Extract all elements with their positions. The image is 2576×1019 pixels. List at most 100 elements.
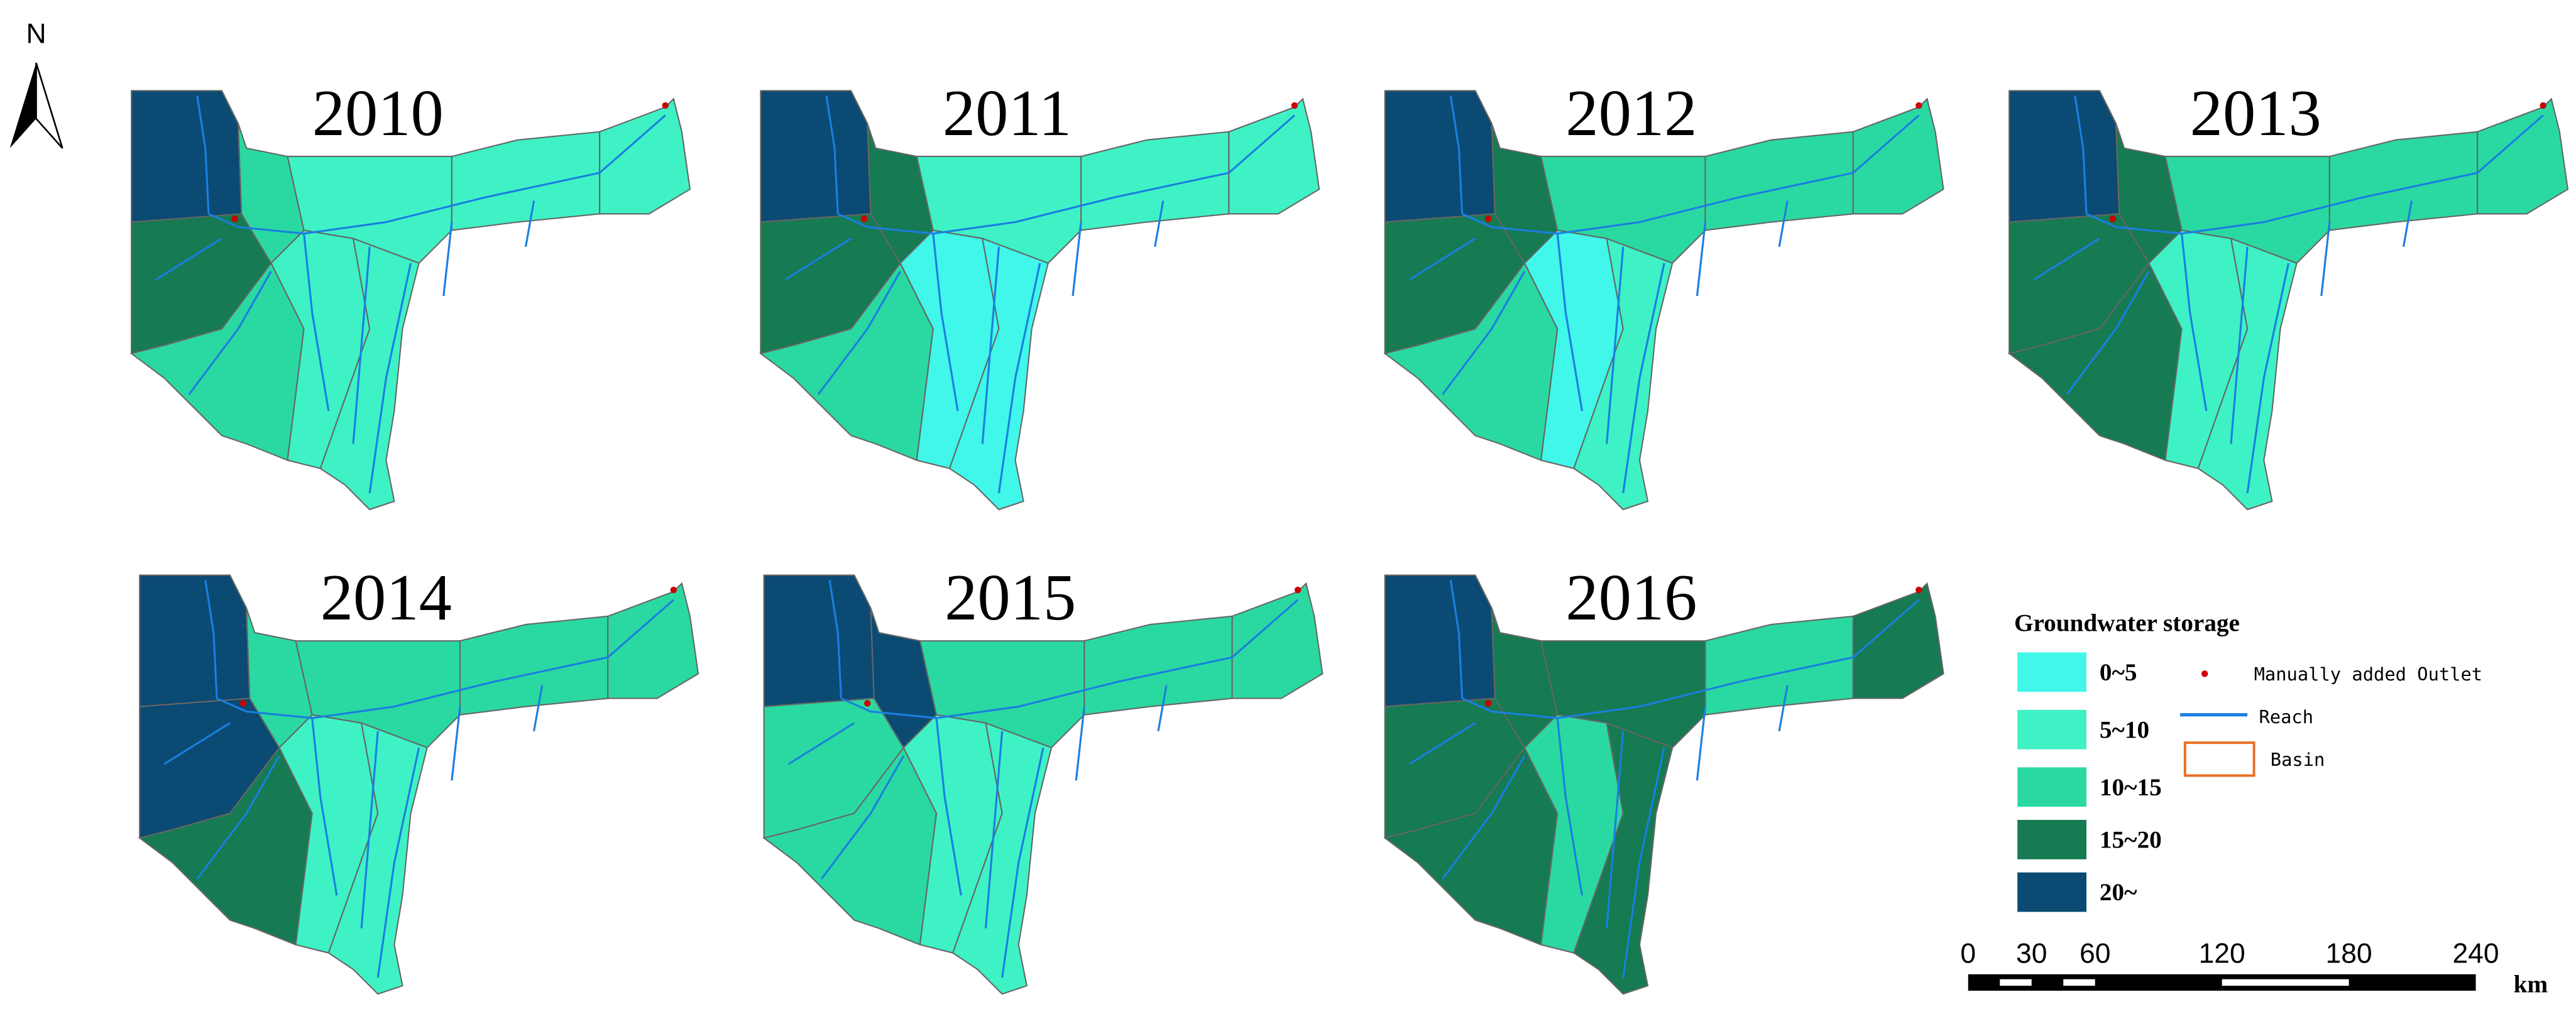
- sub-basin: [1384, 90, 1496, 223]
- sub-basin: [2328, 131, 2479, 231]
- outlet: [1485, 215, 1492, 222]
- reach: [2230, 246, 2249, 444]
- sub-basin: [1083, 615, 1233, 716]
- sub-basin: [138, 746, 313, 946]
- scale-tick-label: 60: [2080, 939, 2110, 969]
- reach: [442, 222, 453, 297]
- outlet: [1294, 586, 1302, 594]
- reach: [1072, 222, 1082, 297]
- legend-swatch: [2017, 767, 2086, 807]
- legend-label: 10~15: [2100, 774, 2162, 801]
- sub-basin: [599, 97, 691, 215]
- sub-basin: [459, 615, 609, 716]
- reach: [997, 263, 1041, 494]
- sub-basin: [1704, 131, 1854, 231]
- sub-basin: [1228, 97, 1320, 215]
- reach: [2320, 222, 2331, 297]
- reach: [1606, 731, 1625, 929]
- outlet: [662, 102, 669, 109]
- scale-tick-label: 30: [2016, 939, 2047, 969]
- basin-symbol: [2183, 741, 2255, 777]
- legend-label: 15~20: [2100, 827, 2162, 854]
- reach: [360, 731, 379, 929]
- panel-title: 2012: [1565, 77, 1697, 150]
- sub-basin: [1080, 131, 1230, 231]
- sub-basin: [760, 90, 872, 223]
- reach: [1157, 685, 1168, 732]
- reach: [1409, 722, 1476, 765]
- sub-basin: [1231, 582, 1324, 699]
- reach: [352, 246, 371, 444]
- reach: [2074, 95, 2088, 214]
- sub-basin: [759, 261, 934, 462]
- sub-basin: [451, 131, 601, 231]
- sub-basin: [1852, 582, 1944, 699]
- map-panel: 2015: [762, 561, 1324, 995]
- legend-swatch: [2017, 820, 2086, 859]
- panel-title: 2013: [2190, 77, 2321, 150]
- scale-tick-label: 180: [2326, 939, 2372, 969]
- reach: [196, 95, 210, 214]
- outlet: [239, 700, 247, 707]
- sub-basin: [951, 722, 1053, 995]
- map-panel: 2013: [2007, 77, 2569, 511]
- reach: [188, 271, 272, 395]
- reach: [2066, 271, 2150, 395]
- reach: [1449, 95, 1464, 214]
- outlet: [1485, 700, 1492, 707]
- reach: [524, 200, 535, 248]
- sub-basin: [1384, 574, 1496, 707]
- reach: [451, 706, 461, 781]
- sub-basin: [1852, 97, 1944, 215]
- sub-basin: [763, 574, 875, 707]
- outlet: [1916, 102, 1922, 109]
- sub-basin: [1704, 615, 1854, 716]
- reach: [1622, 747, 1665, 978]
- maps: 2010 2011 2012 2013 2014 2015 2016: [129, 77, 2569, 995]
- reach: [155, 237, 222, 281]
- reach: [1696, 706, 1707, 781]
- north-arrow: N: [9, 19, 63, 149]
- reach: [368, 263, 412, 494]
- reach: [303, 233, 330, 411]
- reach: [1449, 580, 1464, 699]
- reach: [216, 599, 674, 719]
- north-label: N: [26, 19, 46, 50]
- sub-basin: [131, 90, 243, 223]
- legend-label: 0~5: [2100, 659, 2137, 686]
- reach: [2086, 114, 2544, 235]
- outlet-label: Manually added Outlet: [2254, 663, 2483, 685]
- outlet: [864, 700, 871, 707]
- reach: [1556, 233, 1583, 411]
- reach: [817, 271, 901, 395]
- reach: [1409, 237, 1476, 281]
- reach: [1778, 685, 1789, 732]
- north-arrow-right: [35, 62, 63, 149]
- reach: [2402, 200, 2413, 248]
- sub-basin: [1383, 261, 1559, 462]
- reach: [1696, 222, 1707, 297]
- reach: [935, 717, 962, 896]
- legend-label: 20~: [2100, 879, 2137, 906]
- panel-title: 2010: [312, 77, 444, 150]
- sub-basin: [129, 261, 305, 462]
- legend: Groundwater storage Manually added Outle…: [2014, 609, 2482, 912]
- reach: [163, 722, 231, 765]
- reach: [837, 114, 1295, 235]
- scale-tick-label: 240: [2452, 939, 2499, 969]
- sub-basin: [2477, 97, 2569, 215]
- sub-basin: [607, 582, 699, 699]
- reach: [820, 755, 905, 880]
- reach: [787, 722, 855, 765]
- reach: [840, 599, 1299, 719]
- outlet: [1916, 586, 1922, 594]
- scale-tick-label: 0: [1960, 939, 1976, 969]
- scale-tick-label: 120: [2199, 939, 2245, 969]
- outlet-symbol: [2201, 670, 2208, 677]
- legend-swatch: [2017, 709, 2086, 749]
- reach: [1075, 706, 1085, 781]
- scale-segment: [2063, 979, 2095, 986]
- panel-title: 2014: [321, 561, 452, 634]
- reach: [196, 755, 280, 880]
